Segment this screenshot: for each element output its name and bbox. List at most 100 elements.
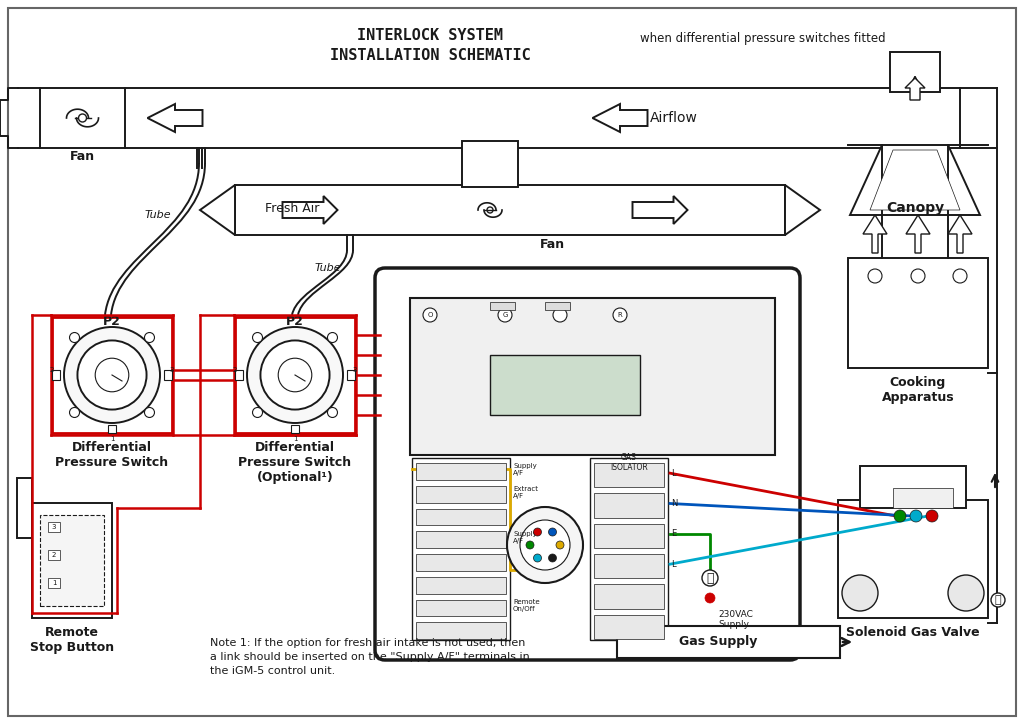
Circle shape — [534, 528, 542, 536]
Bar — [48, 578, 60, 588]
Text: Tube: Tube — [315, 263, 342, 273]
Polygon shape — [948, 215, 972, 253]
Circle shape — [253, 408, 262, 418]
Text: Airflow: Airflow — [650, 111, 698, 125]
Circle shape — [144, 332, 155, 342]
Text: when differential pressure switches fitted: when differential pressure switches fitt… — [640, 32, 886, 45]
Bar — [860, 466, 966, 508]
Bar — [617, 626, 840, 658]
Bar — [590, 458, 668, 640]
Text: Fan: Fan — [540, 238, 565, 251]
Text: O: O — [427, 312, 433, 318]
Text: Fresh Air: Fresh Air — [265, 203, 319, 216]
Bar — [347, 370, 355, 380]
Text: Differential
Pressure Switch: Differential Pressure Switch — [55, 441, 169, 469]
Polygon shape — [283, 196, 338, 224]
Text: L: L — [671, 560, 676, 568]
Bar — [594, 554, 664, 578]
Circle shape — [328, 332, 338, 342]
Bar — [416, 622, 506, 639]
Bar — [416, 508, 506, 525]
Circle shape — [549, 528, 556, 536]
Bar — [108, 425, 116, 433]
Circle shape — [926, 510, 938, 522]
Text: Remote
Stop Button: Remote Stop Button — [30, 626, 114, 654]
Bar — [416, 577, 506, 594]
Text: Gas Supply: Gas Supply — [679, 636, 758, 649]
Bar — [594, 523, 664, 548]
Text: INTERLOCK SYSTEM
INSTALLATION SCHEMATIC: INTERLOCK SYSTEM INSTALLATION SCHEMATIC — [330, 28, 530, 63]
Text: Tube: Tube — [145, 210, 172, 220]
Polygon shape — [593, 104, 647, 132]
Bar — [48, 522, 60, 532]
Circle shape — [702, 570, 718, 586]
Circle shape — [253, 332, 262, 342]
Circle shape — [95, 358, 129, 392]
Bar — [48, 550, 60, 560]
Polygon shape — [905, 78, 925, 100]
Circle shape — [423, 308, 437, 322]
Bar — [848, 258, 988, 368]
Bar — [17, 478, 32, 538]
Circle shape — [507, 507, 583, 583]
Bar — [32, 503, 112, 618]
Polygon shape — [147, 104, 203, 132]
Text: G: G — [503, 312, 508, 318]
Text: Cooking
Apparatus: Cooking Apparatus — [882, 376, 954, 404]
Circle shape — [487, 207, 493, 213]
Circle shape — [953, 269, 967, 283]
Bar — [490, 302, 515, 310]
Bar — [594, 615, 664, 639]
Text: 2: 2 — [52, 552, 56, 558]
Circle shape — [79, 114, 86, 122]
Text: Remote
On/Off: Remote On/Off — [513, 599, 540, 613]
Bar — [594, 584, 664, 609]
Text: 2: 2 — [50, 367, 54, 373]
Circle shape — [70, 332, 80, 342]
Polygon shape — [200, 185, 234, 235]
Circle shape — [279, 358, 311, 392]
Circle shape — [549, 554, 556, 562]
Circle shape — [948, 575, 984, 611]
Circle shape — [705, 593, 715, 603]
Polygon shape — [906, 215, 930, 253]
Bar — [234, 185, 785, 235]
Text: Note 1: If the option for fresh air intake is not used, then
a link should be in: Note 1: If the option for fresh air inta… — [210, 638, 529, 676]
Text: ⏚: ⏚ — [707, 571, 714, 584]
Text: Extract
A/F: Extract A/F — [513, 486, 538, 499]
Circle shape — [910, 510, 922, 522]
Text: Fan: Fan — [70, 150, 95, 163]
Polygon shape — [850, 145, 980, 215]
Text: L: L — [671, 468, 676, 478]
Circle shape — [534, 554, 542, 562]
Bar — [234, 317, 355, 433]
Circle shape — [144, 408, 155, 418]
Text: 3: 3 — [170, 367, 174, 373]
Bar — [416, 486, 506, 502]
Text: P2: P2 — [286, 315, 304, 328]
Text: 230VAC
Supply: 230VAC Supply — [718, 610, 753, 629]
Circle shape — [526, 541, 534, 549]
Circle shape — [868, 269, 882, 283]
Polygon shape — [870, 150, 961, 210]
Bar — [40, 88, 125, 148]
Bar — [52, 317, 172, 433]
Text: 1: 1 — [110, 436, 115, 442]
Bar — [234, 370, 243, 380]
Bar — [838, 500, 988, 618]
Text: 3: 3 — [352, 367, 357, 373]
Bar — [164, 370, 172, 380]
Bar — [545, 302, 570, 310]
Bar — [410, 298, 775, 455]
Bar — [594, 463, 664, 487]
Bar — [416, 599, 506, 616]
Text: GAS MINDER iGM-5: GAS MINDER iGM-5 — [513, 300, 663, 314]
Circle shape — [247, 327, 343, 423]
Text: P2: P2 — [103, 315, 121, 328]
Bar — [490, 355, 640, 415]
Text: 1: 1 — [52, 580, 56, 586]
Text: Supply
A/F: Supply A/F — [513, 531, 537, 544]
Text: GAS
ISOLATOR: GAS ISOLATOR — [610, 453, 648, 472]
Circle shape — [78, 340, 146, 410]
FancyBboxPatch shape — [375, 268, 800, 660]
